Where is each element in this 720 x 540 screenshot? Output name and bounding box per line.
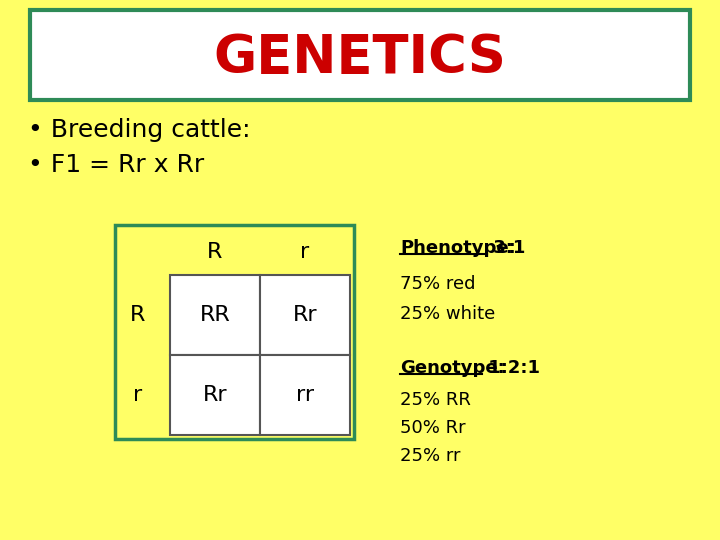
Bar — [170, 355, 260, 435]
Text: Rr: Rr — [293, 305, 318, 325]
Text: • Breeding cattle:: • Breeding cattle: — [28, 118, 251, 142]
Bar — [260, 355, 350, 435]
Text: Rr: Rr — [203, 385, 228, 405]
Text: R: R — [207, 242, 222, 262]
Text: 25% rr: 25% rr — [400, 447, 461, 465]
Bar — [170, 275, 350, 435]
Text: Genotype:: Genotype: — [400, 359, 505, 377]
Bar — [170, 275, 260, 355]
Text: 1:2:1: 1:2:1 — [482, 359, 540, 377]
Text: 75% red: 75% red — [400, 275, 475, 293]
Text: GENETICS: GENETICS — [214, 32, 506, 84]
Text: 25% white: 25% white — [400, 305, 495, 323]
Text: 25% RR: 25% RR — [400, 391, 471, 409]
Text: • F1 = Rr x Rr: • F1 = Rr x Rr — [28, 153, 204, 177]
Text: R: R — [130, 305, 145, 325]
Bar — [260, 275, 350, 355]
FancyBboxPatch shape — [115, 225, 354, 439]
Text: RR: RR — [199, 305, 230, 325]
Text: r: r — [133, 385, 142, 405]
Text: 50% Rr: 50% Rr — [400, 419, 466, 437]
Text: Phenotype:: Phenotype: — [400, 239, 516, 257]
FancyBboxPatch shape — [30, 10, 690, 100]
Text: 3:1: 3:1 — [487, 239, 526, 257]
Text: rr: rr — [296, 385, 314, 405]
Text: r: r — [300, 242, 310, 262]
